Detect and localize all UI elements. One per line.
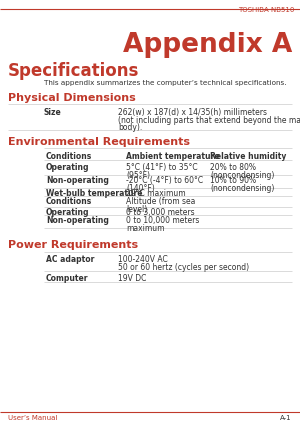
Text: Operating: Operating bbox=[46, 208, 89, 217]
Text: body).: body). bbox=[118, 123, 142, 132]
Text: (not including parts that extend beyond the main: (not including parts that extend beyond … bbox=[118, 115, 300, 124]
Text: Physical Dimensions: Physical Dimensions bbox=[8, 93, 136, 103]
Text: 100-240V AC: 100-240V AC bbox=[118, 255, 168, 264]
Text: Wet-bulb temperature: Wet-bulb temperature bbox=[46, 189, 142, 198]
Text: User’s Manual: User’s Manual bbox=[8, 415, 57, 421]
Text: (noncondensing): (noncondensing) bbox=[210, 170, 274, 179]
Text: Size: Size bbox=[44, 108, 62, 117]
Text: Specifications: Specifications bbox=[8, 62, 140, 80]
Text: (noncondensing): (noncondensing) bbox=[210, 184, 274, 192]
Text: Non-operating: Non-operating bbox=[46, 176, 109, 185]
Text: 50 or 60 hertz (cycles per second): 50 or 60 hertz (cycles per second) bbox=[118, 263, 249, 272]
Text: 262(w) x 187(d) x 14/35(h) millimeters: 262(w) x 187(d) x 14/35(h) millimeters bbox=[118, 108, 267, 117]
Text: Ambient temperature: Ambient temperature bbox=[126, 152, 220, 161]
Text: 0 to 3,000 meters: 0 to 3,000 meters bbox=[126, 208, 195, 217]
Text: 29°C maximum: 29°C maximum bbox=[126, 189, 186, 198]
Text: Relative humidity: Relative humidity bbox=[210, 152, 286, 161]
Text: (95°F): (95°F) bbox=[126, 170, 150, 179]
Text: AC adaptor: AC adaptor bbox=[46, 255, 94, 264]
Text: (140°F): (140°F) bbox=[126, 184, 155, 192]
Text: 0 to 10,000 meters: 0 to 10,000 meters bbox=[126, 216, 200, 225]
Text: Altitude (from sea: Altitude (from sea bbox=[126, 197, 195, 206]
Text: Power Requirements: Power Requirements bbox=[8, 240, 138, 250]
Text: Appendix A: Appendix A bbox=[123, 32, 292, 58]
Text: 10% to 90%: 10% to 90% bbox=[210, 176, 256, 185]
Text: TOSHIBA NB510: TOSHIBA NB510 bbox=[238, 7, 294, 13]
Text: Operating: Operating bbox=[46, 163, 89, 172]
Text: 19V DC: 19V DC bbox=[118, 274, 146, 283]
Text: 5°C (41°F) to 35°C: 5°C (41°F) to 35°C bbox=[126, 163, 198, 172]
Text: level): level) bbox=[126, 204, 147, 214]
Text: A-1: A-1 bbox=[280, 415, 292, 421]
Text: maximum: maximum bbox=[126, 223, 164, 233]
Text: -20°C (-4°F) to 60°C: -20°C (-4°F) to 60°C bbox=[126, 176, 203, 185]
Text: Environmental Requirements: Environmental Requirements bbox=[8, 137, 190, 147]
Text: Computer: Computer bbox=[46, 274, 88, 283]
Text: 20% to 80%: 20% to 80% bbox=[210, 163, 256, 172]
Text: Conditions: Conditions bbox=[46, 197, 92, 206]
Text: This appendix summarizes the computer’s technical specifications.: This appendix summarizes the computer’s … bbox=[44, 80, 286, 86]
Text: Non-operating: Non-operating bbox=[46, 216, 109, 225]
Text: Conditions: Conditions bbox=[46, 152, 92, 161]
